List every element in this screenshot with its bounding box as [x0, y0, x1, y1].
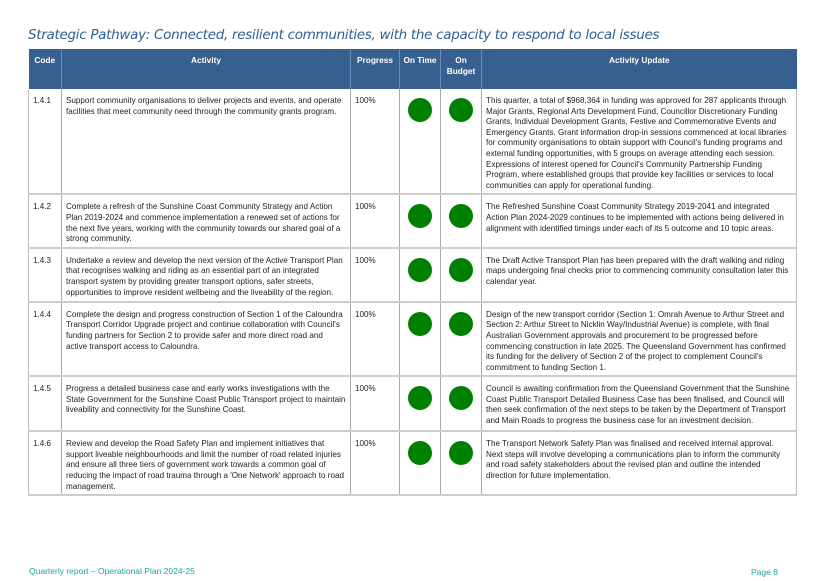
- activity-update: Council is awaiting confirmation from th…: [481, 376, 797, 433]
- on-budget-cell: [440, 89, 482, 196]
- on-time-status-indicator: [408, 257, 432, 282]
- activity-update: Design of the new transport corridor (Se…: [481, 301, 797, 378]
- on-budget-status-indicator: [449, 257, 473, 282]
- progress-value: 100%: [350, 301, 400, 378]
- on-time-cell: [399, 301, 441, 378]
- on-budget-status-indicator: [449, 204, 473, 229]
- on-time-status-indicator: [408, 311, 432, 336]
- on-time-status-indicator: [408, 441, 432, 466]
- table-row: 1.4.5 Progress a detailed business case a…: [28, 376, 797, 433]
- table-row: 1.4.2 Complete a refresh of the Sunshine …: [28, 194, 797, 249]
- activity-code: 1.4.3: [28, 247, 62, 303]
- on-budget-cell: [440, 301, 482, 378]
- table-row: 1.4.3 Undertake a review and develop the …: [28, 247, 797, 303]
- on-budget-cell: [440, 247, 482, 303]
- progress-value: 100%: [350, 431, 400, 497]
- table-row: 1.4.1 Support community organisations to …: [28, 89, 797, 196]
- progress-value: 100%: [350, 89, 400, 196]
- on-budget-cell: [440, 376, 482, 433]
- activity-table: Code Activity Progress On Time On Budget…: [28, 49, 797, 497]
- table-row: 1.4.6 Review and develop the Road Safety …: [28, 431, 797, 497]
- activity-code: 1.4.2: [28, 194, 62, 249]
- page-number: Page 8: [751, 567, 778, 577]
- activity-description: Complete a refresh of the Sunshine Coast…: [61, 194, 351, 249]
- activity-description: Review and develop the Road Safety Plan …: [61, 431, 351, 497]
- on-time-status-indicator: [408, 98, 432, 122]
- header-on-time: On Time: [399, 49, 441, 89]
- page-title: Strategic Pathway: Connected, resilient …: [28, 27, 660, 43]
- on-time-status-indicator: [408, 204, 432, 229]
- on-budget-cell: [440, 194, 482, 249]
- progress-value: 100%: [350, 376, 400, 433]
- header-code: Code: [28, 49, 62, 89]
- activity-code: 1.4.5: [28, 376, 62, 433]
- on-time-status-indicator: [408, 386, 432, 411]
- activity-code: 1.4.4: [28, 301, 62, 378]
- on-budget-status-indicator: [449, 441, 473, 466]
- activity-code: 1.4.1: [28, 89, 62, 196]
- progress-value: 100%: [350, 194, 400, 249]
- activity-description: Undertake a review and develop the next …: [61, 247, 351, 303]
- activity-update: The Transport Network Safety Plan was fi…: [481, 431, 797, 497]
- activity-update: The Refreshed Sunshine Coast Community S…: [481, 194, 797, 249]
- on-time-cell: [399, 376, 441, 433]
- on-time-cell: [399, 89, 441, 196]
- activity-code: 1.4.6: [28, 431, 62, 497]
- on-budget-status-indicator: [449, 311, 473, 336]
- table-row: 1.4.4 Complete the design and progress co…: [28, 301, 797, 378]
- header-on-budget: On Budget: [440, 49, 482, 89]
- on-time-cell: [399, 431, 441, 497]
- on-budget-status-indicator: [449, 386, 473, 411]
- activity-description: Progress a detailed business case and ea…: [61, 376, 351, 433]
- table-header: Code Activity Progress On Time On Budget…: [28, 49, 797, 89]
- header-activity: Activity: [61, 49, 351, 89]
- header-progress: Progress: [350, 49, 400, 89]
- header-activity-update: Activity Update: [481, 49, 797, 89]
- on-budget-status-indicator: [449, 98, 473, 122]
- activity-description: Support community organisations to deliv…: [61, 89, 351, 196]
- activity-update: The Draft Active Transport Plan has been…: [481, 247, 797, 303]
- activity-description: Complete the design and progress constru…: [61, 301, 351, 378]
- on-time-cell: [399, 247, 441, 303]
- activity-update: This quarter, a total of $968,364 in fun…: [481, 89, 797, 196]
- on-time-cell: [399, 194, 441, 249]
- footer-report-title: Quarterly report – Operational Plan 2024…: [29, 566, 195, 576]
- on-budget-cell: [440, 431, 482, 497]
- progress-value: 100%: [350, 247, 400, 303]
